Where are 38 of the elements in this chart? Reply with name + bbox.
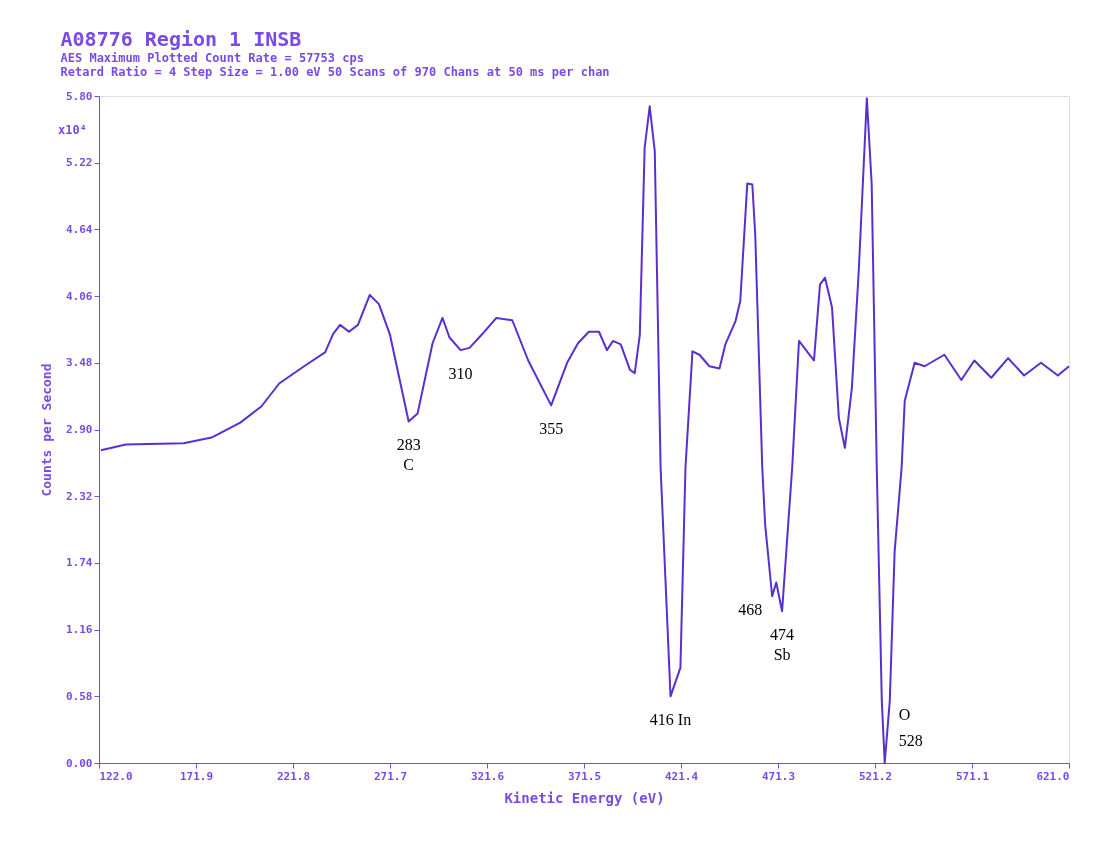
y-tick-label: 5.22 bbox=[66, 156, 93, 170]
text: x10⁴ bbox=[58, 123, 87, 137]
annotation: O bbox=[898, 706, 911, 723]
annotation: 468 bbox=[738, 601, 763, 619]
y-tick-label: 1.74 bbox=[66, 556, 93, 570]
y-tick-label: 1.16 bbox=[66, 623, 93, 637]
annotation: 283 bbox=[396, 436, 421, 454]
x-tick-label: 371.5 bbox=[567, 769, 602, 783]
y-tick-label: 5.80 bbox=[66, 89, 93, 103]
annotation: 528 bbox=[898, 732, 923, 749]
annotation: 355 bbox=[539, 420, 564, 438]
x-tick-label: 521.2 bbox=[858, 769, 893, 783]
y-axis-title: Counts per Second bbox=[39, 363, 55, 497]
x-tick-label: 221.8 bbox=[276, 769, 311, 783]
text: Retard Ratio = 4 Step Size = 1.00 eV 50 Scans of 970 Chans at 50 ms per chan bbox=[60, 65, 610, 79]
chart-title: A08776 Region 1 INSB bbox=[60, 27, 302, 51]
x-tick-label: 621.0 bbox=[1036, 769, 1070, 783]
y-tick-label: 0.58 bbox=[66, 689, 93, 703]
x-tick-label: 271.7 bbox=[373, 769, 408, 783]
annotation: Sb bbox=[773, 646, 791, 664]
y-tick-label: 4.64 bbox=[66, 222, 93, 236]
annotation: 310 bbox=[448, 365, 473, 383]
text: AES Maximum Plotted Count Rate = 57753 cps bbox=[60, 51, 364, 65]
annotation: 474 bbox=[770, 626, 795, 644]
y-tick-label: 3.48 bbox=[66, 356, 93, 370]
x-tick-label: 421.4 bbox=[664, 769, 699, 783]
annotation: 416 In bbox=[649, 711, 692, 729]
y-tick-label: 2.32 bbox=[66, 489, 93, 503]
y-tick-label: 4.06 bbox=[66, 289, 93, 303]
x-tick-label: 471.3 bbox=[761, 769, 796, 783]
x-tick-label: 571.1 bbox=[955, 769, 990, 783]
y-tick-label: 0.00 bbox=[66, 756, 93, 770]
x-axis-title: Kinetic Energy (eV) bbox=[504, 789, 665, 806]
x-tick-label: 321.6 bbox=[470, 769, 505, 783]
annotation: C bbox=[403, 456, 414, 474]
x-tick-label: 171.9 bbox=[179, 769, 214, 783]
y-tick-label: 2.90 bbox=[66, 423, 93, 436]
x-tick-label: 122.0 bbox=[99, 769, 133, 783]
